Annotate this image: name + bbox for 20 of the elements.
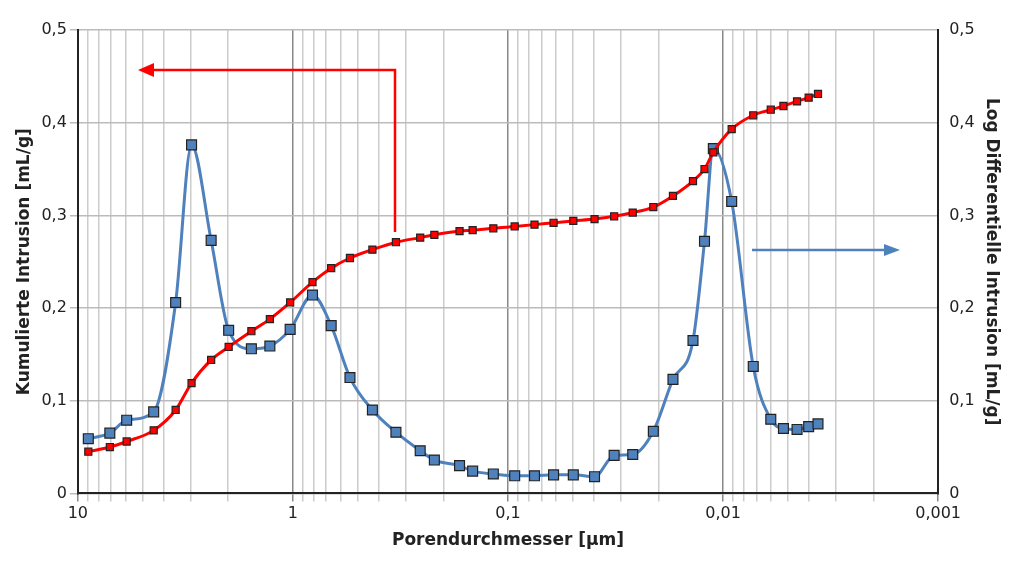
y-tick-label: 0,2 bbox=[41, 297, 67, 317]
y2-tick-label: 0,4 bbox=[949, 111, 975, 131]
y2-tick-label: 0 bbox=[949, 482, 960, 502]
y-tick-label: 0,3 bbox=[41, 204, 67, 224]
x-tick-label: 10 bbox=[67, 503, 89, 523]
y2-tick-label: 0,3 bbox=[949, 204, 975, 224]
y2-tick-label: 0,5 bbox=[949, 19, 975, 39]
x-tick-label: 0,01 bbox=[705, 503, 741, 523]
y2-tick-label: 0,1 bbox=[949, 389, 975, 409]
y2-axis-title: Log Differentielle Intrusion [mL/g] bbox=[983, 97, 1004, 426]
x-tick-label: 0,001 bbox=[915, 503, 962, 523]
y-axis-title: Kumulierte Intrusion [mL/g] bbox=[12, 128, 33, 396]
y-tick-label: 0,5 bbox=[41, 19, 67, 39]
x-tick-label: 0,1 bbox=[495, 503, 521, 523]
x-axis-title: Porendurchmesser [µm] bbox=[391, 529, 625, 550]
x-tick-label: 1 bbox=[287, 503, 299, 523]
y-tick-label: 0,4 bbox=[41, 111, 67, 131]
y-tick-label: 0,1 bbox=[41, 389, 67, 409]
y2-tick-label: 0,2 bbox=[949, 297, 975, 317]
y-tick-label: 0 bbox=[56, 482, 67, 502]
